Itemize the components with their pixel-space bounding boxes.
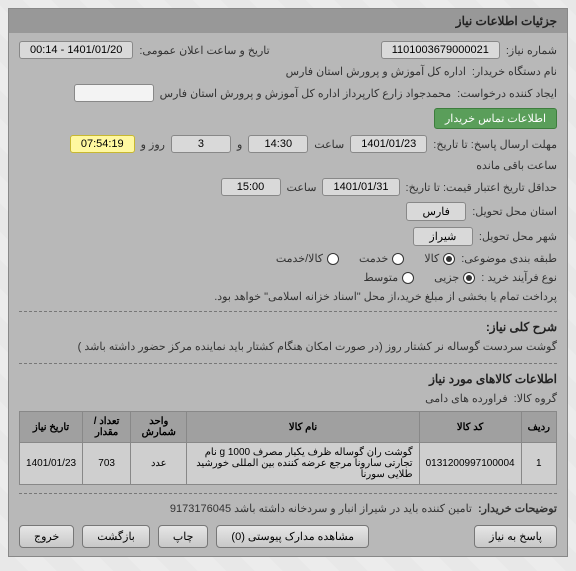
group-class-radios: کالا خدمت کالا/خدمت <box>276 252 455 265</box>
deadline-label: مهلت ارسال پاسخ: تا تاریخ: <box>433 138 557 151</box>
row-group-class: طبقه بندی موضوعی: کالا خدمت کالا/خدمت <box>19 252 557 265</box>
valid-date: 1401/01/31 <box>322 178 399 196</box>
panel-header: جزئیات اطلاعات نیاز <box>9 9 567 33</box>
item-group-value: فراورده های دامی <box>425 392 508 405</box>
items-title: اطلاعات کالاهای مورد نیاز <box>19 372 557 386</box>
exit-button[interactable]: خروج <box>19 525 74 548</box>
row-need-no: شماره نیاز: 1101003679000021 تاریخ و ساع… <box>19 41 557 59</box>
requester-label: ایجاد کننده درخواست: <box>457 87 557 100</box>
col-unit: واحد شمارش <box>131 412 187 443</box>
radio-limited-label: جزیی <box>434 271 459 284</box>
radio-khadmat[interactable]: خدمت <box>359 252 404 265</box>
panel-body: شماره نیاز: 1101003679000021 تاریخ و ساع… <box>9 33 567 556</box>
row-deadline: مهلت ارسال پاسخ: تا تاریخ: 1401/01/23 سا… <box>19 135 557 172</box>
items-table: ردیف کد کالا نام کالا واحد شمارش تعداد /… <box>19 411 557 485</box>
col-idx: ردیف <box>521 412 556 443</box>
buyer-note-label: توضیحات خریدار: <box>478 502 557 515</box>
col-name: نام کالا <box>187 412 419 443</box>
panel-title: جزئیات اطلاعات نیاز <box>456 14 557 28</box>
cell-code: 0131200997100004 <box>419 443 521 485</box>
radio-kala[interactable]: کالا <box>424 252 455 265</box>
days-remain: 3 <box>171 135 231 153</box>
deadline-date: 1401/01/23 <box>350 135 427 153</box>
attachments-button[interactable]: مشاهده مدارک پیوستی (0) <box>216 525 369 548</box>
exec-prov-label: استان محل تحویل: <box>472 205 557 218</box>
cell-name: گوشت ران گوساله ظرف یکبار مصرف 1000 g نا… <box>187 443 419 485</box>
row-city: شهر محل تحویل: شیراز <box>19 227 557 246</box>
print-button[interactable]: چاپ <box>158 525 209 548</box>
desc-text: گوشت سردست گوساله نر کشتار روز (در صورت … <box>19 340 557 353</box>
ptype-note: پرداخت تمام یا بخشی از مبلغ خرید،از محل … <box>214 290 557 303</box>
separator <box>19 363 557 364</box>
separator <box>19 493 557 494</box>
ptype-radios: جزیی متوسط <box>364 271 476 284</box>
countdown-timer: 07:54:19 <box>70 135 135 153</box>
remain-label: ساعت باقی مانده <box>476 159 557 172</box>
row-requester: ایجاد کننده درخواست: محمدجواد زارع کارپر… <box>19 84 557 129</box>
time-label-1: ساعت <box>314 138 344 151</box>
radio-khadmat-label: خدمت <box>359 252 388 265</box>
ptype-label: نوع فرآیند خرید : <box>481 271 557 284</box>
exec-city-label: شهر محل تحویل: <box>479 230 557 243</box>
need-no-label: شماره نیاز: <box>506 44 557 57</box>
radio-dot-icon <box>402 272 414 284</box>
back-button[interactable]: بازگشت <box>82 525 150 548</box>
col-code: کد کالا <box>419 412 521 443</box>
row-buyer: نام دستگاه خریدار: اداره کل آموزش و پرور… <box>19 65 557 78</box>
buyer-note-text: تامین کننده باید در شیراز انبار و سردخان… <box>170 502 472 515</box>
col-ndate: تاریخ نیاز <box>20 412 83 443</box>
cell-unit: عدد <box>131 443 187 485</box>
valid-label: حداقل تاریخ اعتبار قیمت: تا تاریخ: <box>406 181 557 194</box>
announce-value: 1401/01/20 - 00:14 <box>19 41 133 59</box>
need-details-panel: جزئیات اطلاعات نیاز شماره نیاز: 11010036… <box>8 8 568 557</box>
exec-city-value: شیراز <box>413 227 473 246</box>
exec-prov-value: فارس <box>406 202 466 221</box>
valid-time: 15:00 <box>221 178 281 196</box>
deadline-time: 14:30 <box>248 135 308 153</box>
cell-qty: 703 <box>83 443 131 485</box>
table-row: 1 0131200997100004 گوشت ران گوساله ظرف ی… <box>20 443 557 485</box>
desc-title: شرح کلی نیاز: <box>19 320 557 334</box>
item-group-label: گروه کالا: <box>514 392 557 405</box>
requester-value: محمدجواد زارع کارپرداز اداره کل آموزش و … <box>160 87 452 100</box>
radio-medium[interactable]: متوسط <box>364 271 415 284</box>
radio-dot-icon <box>327 253 339 265</box>
radio-both[interactable]: کالا/خدمت <box>276 252 339 265</box>
col-qty: تعداد / مقدار <box>83 412 131 443</box>
row-ptype: نوع فرآیند خرید : جزیی متوسط پرداخت تمام… <box>19 271 557 303</box>
radio-dot-icon <box>463 272 475 284</box>
row-buyer-note: توضیحات خریدار: تامین کننده باید در شیرا… <box>19 502 557 515</box>
group-class-label: طبقه بندی موضوعی: <box>461 252 557 265</box>
reply-button[interactable]: پاسخ به نیاز <box>474 525 557 548</box>
announce-label: تاریخ و ساعت اعلان عمومی: <box>139 44 269 57</box>
radio-both-label: کالا/خدمت <box>276 252 323 265</box>
days-and-label: روز و <box>141 138 165 151</box>
and-label: و <box>237 138 242 151</box>
radio-dot-icon <box>392 253 404 265</box>
row-valid: حداقل تاریخ اعتبار قیمت: تا تاریخ: 1401/… <box>19 178 557 196</box>
time-label-2: ساعت <box>287 181 317 194</box>
need-no-value: 1101003679000021 <box>381 41 500 59</box>
button-bar: پاسخ به نیاز مشاهده مدارک پیوستی (0) چاپ… <box>19 525 557 548</box>
cell-ndate: 1401/01/23 <box>20 443 83 485</box>
cell-idx: 1 <box>521 443 556 485</box>
table-header-row: ردیف کد کالا نام کالا واحد شمارش تعداد /… <box>20 412 557 443</box>
radio-kala-label: کالا <box>424 252 439 265</box>
radio-dot-icon <box>443 253 455 265</box>
buyer-label: نام دستگاه خریدار: <box>472 65 557 78</box>
row-item-group: گروه کالا: فراورده های دامی <box>19 392 557 405</box>
radio-medium-label: متوسط <box>364 271 399 284</box>
buyer-value: اداره کل آموزش و پرورش استان فارس <box>286 65 466 78</box>
requester-extra-input[interactable] <box>74 84 154 102</box>
buyer-contact-button[interactable]: اطلاعات تماس خریدار <box>434 108 557 129</box>
row-province: استان محل تحویل: فارس <box>19 202 557 221</box>
radio-limited[interactable]: جزیی <box>434 271 475 284</box>
separator <box>19 311 557 312</box>
